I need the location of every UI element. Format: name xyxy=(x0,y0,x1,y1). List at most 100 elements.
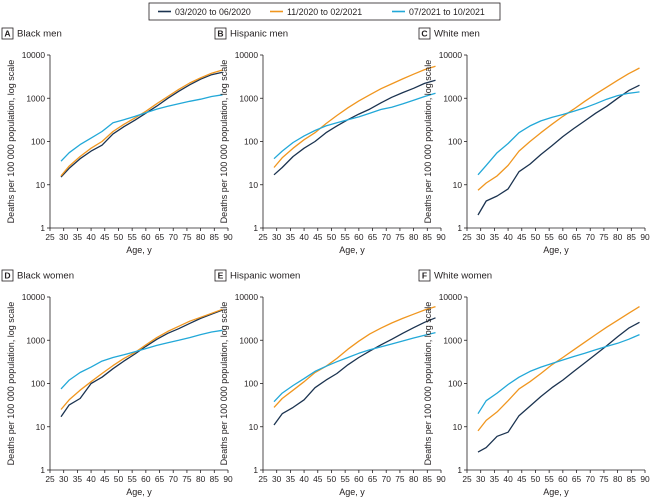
y-tick-label: 10 xyxy=(249,422,259,432)
x-tick-label: 30 xyxy=(59,474,69,484)
x-tick-label: 75 xyxy=(182,232,192,242)
x-tick-label: 55 xyxy=(544,232,554,242)
x-tick-label: 50 xyxy=(114,232,124,242)
x-axis-label: Age, y xyxy=(339,487,365,497)
x-tick-label: 90 xyxy=(223,474,233,484)
y-tick-label: 10 xyxy=(453,422,463,432)
x-tick-label: 25 xyxy=(45,474,55,484)
panel-title: White women xyxy=(434,271,492,282)
x-tick-label: 40 xyxy=(503,474,513,484)
panel-letter-box xyxy=(418,27,431,40)
x-tick-label: 80 xyxy=(196,474,206,484)
x-tick-label: 85 xyxy=(210,474,220,484)
x-tick-label: 80 xyxy=(613,232,623,242)
x-tick-label: 55 xyxy=(340,232,350,242)
x-axis-label: Age, y xyxy=(543,487,569,497)
x-axis-label: Age, y xyxy=(126,487,152,497)
x-tick-label: 90 xyxy=(223,232,233,242)
x-tick-label: 65 xyxy=(572,474,582,484)
x-tick-label: 75 xyxy=(395,474,405,484)
x-tick-label: 75 xyxy=(395,232,405,242)
legend: 03/2020 to 06/2020 11/2020 to 02/2021 07/2… xyxy=(148,2,501,21)
x-tick-label: 90 xyxy=(436,474,446,484)
x-tick-label: 40 xyxy=(503,232,513,242)
x-tick-label: 50 xyxy=(531,474,541,484)
x-tick-label: 40 xyxy=(299,474,309,484)
x-tick-label: 35 xyxy=(286,232,296,242)
x-tick-label: 75 xyxy=(182,474,192,484)
y-tick-label: 10 xyxy=(36,180,46,190)
legend-label: 07/2021 to 10/2021 xyxy=(409,7,485,17)
series-line-3 xyxy=(60,94,223,162)
series-line-3 xyxy=(273,92,436,160)
y-axis-label: Deaths per 100 000 population, log scale xyxy=(219,302,229,466)
x-tick-label: 65 xyxy=(572,232,582,242)
y-tick-label: 1000 xyxy=(239,93,258,103)
y-axis-label: Deaths per 100 000 population, log scale xyxy=(219,60,229,224)
series-line-3 xyxy=(273,331,436,403)
panel-letter: D xyxy=(4,271,10,281)
x-tick-label: 70 xyxy=(169,232,179,242)
y-tick-label: 1 xyxy=(253,465,258,475)
y-tick-label: 10000 xyxy=(439,292,463,302)
y-tick-label: 1 xyxy=(457,465,462,475)
series-line-3 xyxy=(60,329,223,390)
x-tick-label: 45 xyxy=(313,474,323,484)
x-tick-label: 35 xyxy=(490,474,500,484)
y-tick-label: 10000 xyxy=(235,292,259,302)
x-tick-label: 70 xyxy=(382,232,392,242)
x-tick-label: 75 xyxy=(599,474,609,484)
x-tick-label: 90 xyxy=(640,474,650,484)
panel-b: B Hispanic men 1 10 100 1000 10000 25 30 35 40 45 50… xyxy=(214,27,446,255)
x-tick-label: 30 xyxy=(59,232,69,242)
x-axis-label: Age, y xyxy=(126,245,152,255)
x-tick-label: 30 xyxy=(476,232,486,242)
x-tick-label: 25 xyxy=(258,232,268,242)
panel-title: Hispanic men xyxy=(230,29,288,40)
x-tick-label: 70 xyxy=(169,474,179,484)
series-line-1 xyxy=(273,79,436,176)
series-line-1 xyxy=(477,84,640,216)
x-tick-label: 35 xyxy=(73,474,83,484)
panel-letter-box xyxy=(1,269,14,282)
y-tick-label: 10000 xyxy=(439,50,463,60)
x-tick-label: 45 xyxy=(100,232,110,242)
y-axis-label: Deaths per 100 000 population, log scale xyxy=(6,60,16,224)
panel-a: A Black men 1 10 100 1000 10000 25 30 35 40 45 50 55 6… xyxy=(1,27,233,255)
x-tick-label: 40 xyxy=(86,232,96,242)
legend-box xyxy=(148,2,501,21)
x-tick-label: 45 xyxy=(313,232,323,242)
series-line-2 xyxy=(273,65,436,168)
series-line-3 xyxy=(477,91,640,176)
legend-label: 11/2020 to 02/2021 xyxy=(287,7,362,17)
y-tick-label: 1 xyxy=(40,223,45,233)
x-tick-label: 85 xyxy=(627,232,637,242)
x-tick-label: 55 xyxy=(127,474,137,484)
panel-e: E Hispanic women 1 10 100 1000 10000 25 30 35 40 45… xyxy=(214,269,446,497)
series-line-2 xyxy=(60,69,223,177)
y-tick-label: 1000 xyxy=(26,93,45,103)
x-tick-label: 65 xyxy=(368,232,378,242)
panel-title: Hispanic women xyxy=(230,271,300,282)
series-line-3 xyxy=(477,334,640,415)
y-tick-label: 1000 xyxy=(443,335,462,345)
y-tick-label: 1 xyxy=(457,223,462,233)
x-tick-label: 30 xyxy=(272,232,282,242)
x-axis-label: Age, y xyxy=(339,245,365,255)
x-tick-label: 50 xyxy=(531,232,541,242)
y-axis-label: Deaths per 100 000 population, log scale xyxy=(423,60,433,224)
x-tick-label: 35 xyxy=(490,232,500,242)
panel-letter-box xyxy=(418,269,431,282)
x-tick-label: 80 xyxy=(613,474,623,484)
x-tick-label: 85 xyxy=(210,232,220,242)
x-tick-label: 50 xyxy=(327,474,337,484)
y-tick-label: 100 xyxy=(448,379,462,389)
x-tick-label: 60 xyxy=(354,232,364,242)
panel-letter-box xyxy=(1,27,14,40)
x-tick-label: 45 xyxy=(517,232,527,242)
x-tick-label: 65 xyxy=(155,474,165,484)
panel-letter-box xyxy=(214,269,227,282)
x-tick-label: 70 xyxy=(382,474,392,484)
series-line-2 xyxy=(477,67,640,191)
